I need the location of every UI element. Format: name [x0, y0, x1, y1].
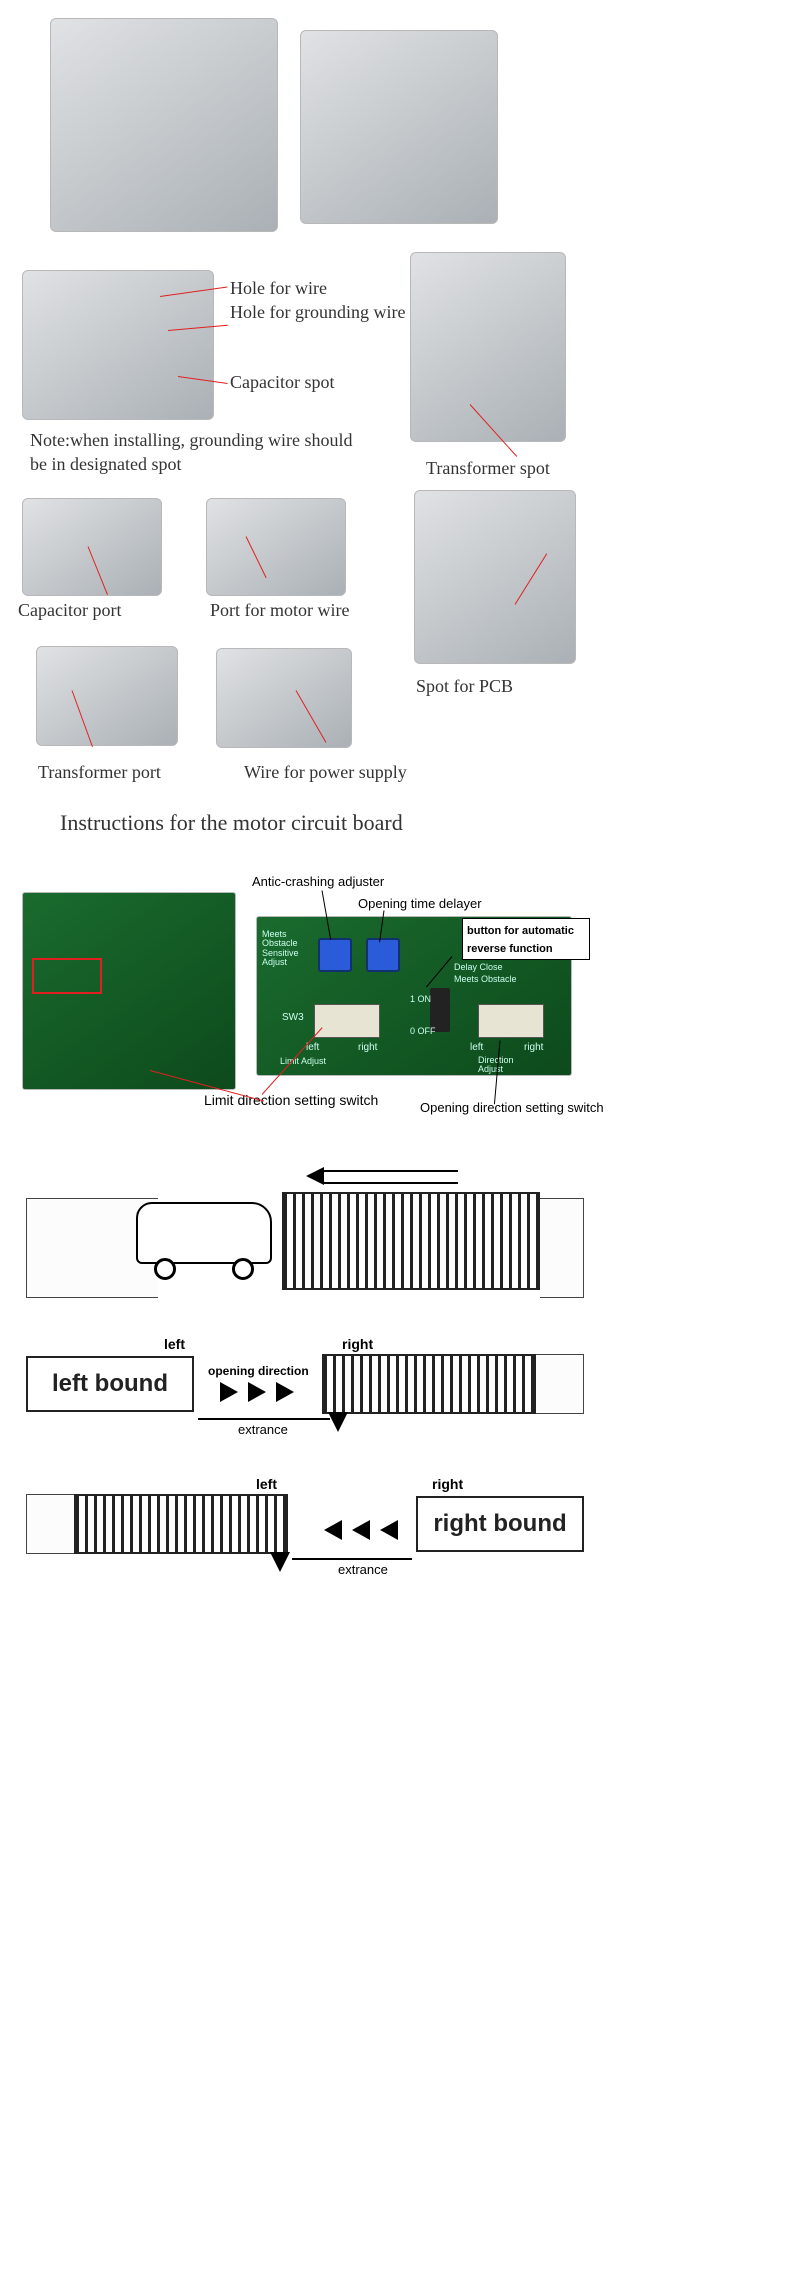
label-left: left [164, 1336, 185, 1352]
label-hole-for-grounding-wire: Hole for grounding wire [230, 302, 405, 324]
car-silhouette [136, 1202, 272, 1264]
switch-sw1 [478, 1004, 544, 1038]
arrow-left-3 [380, 1520, 398, 1540]
label-transformer-spot: Transformer spot [426, 458, 550, 479]
motor-line-drawing [50, 18, 278, 232]
arrow-right-2 [248, 1382, 266, 1402]
label-hole-for-wire: Hole for wire [230, 278, 327, 299]
label-transformer-port: Transformer port [38, 762, 161, 783]
wall-right-mid [536, 1354, 584, 1414]
right-bound-box: right bound [416, 1496, 584, 1552]
gate-panel-bot [74, 1494, 288, 1554]
heading-instructions: Instructions for the motor circuit board [60, 810, 403, 836]
silk-on: 1 ON [410, 994, 431, 1004]
left-bound-box: left bound [26, 1356, 194, 1412]
capacitor-port-photo [22, 498, 162, 596]
label-opening-time-delayer: Opening time delayer [358, 896, 482, 911]
motor-wire-port-photo [206, 498, 346, 596]
install-note: Note:when installing, grounding wire sho… [30, 428, 370, 477]
entrance-line-bot [292, 1558, 412, 1560]
silk-left-2: left [470, 1042, 483, 1053]
arrow-left-1 [324, 1520, 342, 1540]
motor-photo [300, 30, 498, 224]
switch-sw3 [314, 1004, 380, 1038]
car-wheel-2 [232, 1258, 254, 1280]
label-extrance-bot: extrance [338, 1562, 388, 1577]
label-line1: Hole for grounding wire [230, 302, 405, 322]
pot-1 [318, 938, 352, 972]
label-opening-direction: opening direction [208, 1364, 309, 1378]
label-antic-crashing-adjuster: Antic-crashing adjuster [252, 874, 384, 889]
silk-right-2: right [524, 1042, 543, 1053]
label-capacitor-port: Capacitor port [18, 600, 121, 621]
label-capacitor-spot: Capacitor spot [230, 372, 334, 393]
label-extrance-mid: extrance [238, 1422, 288, 1437]
wall-right [540, 1198, 584, 1298]
arrow-right-1 [220, 1382, 238, 1402]
motor-marker-mid [328, 1412, 348, 1432]
label-auto-reverse-button: button for automatic reverse function [467, 925, 574, 955]
arrow-left-2 [352, 1520, 370, 1540]
label-opening-direction-switch: Opening direction setting switch [420, 1100, 604, 1115]
car-wheel-1 [154, 1258, 176, 1280]
label-wire-for-power-supply: Wire for power supply [244, 762, 407, 783]
label-right: right [342, 1336, 373, 1352]
return-arrow-shaft [318, 1170, 458, 1184]
label-port-for-motor-wire: Port for motor wire [210, 600, 349, 621]
gate-diagram-left-bound: left right left bound opening direction … [26, 1340, 584, 1450]
silk-off: 0 OFF [410, 1026, 436, 1036]
spot-for-pcb-photo [414, 490, 576, 664]
silk-delay-close: Delay Close [454, 962, 503, 972]
silk-meets-obstacle-adjust: Meets Obstacle Sensitive Adjust [262, 930, 316, 968]
entrance-line-mid [198, 1418, 330, 1420]
silk-direction-adjust: Direction Adjust [478, 1056, 538, 1075]
silk-sw3: SW3 [282, 1012, 304, 1023]
silk-right-1: right [358, 1042, 377, 1053]
gate-diagram-top-frame [26, 1168, 584, 1306]
wall-left-bot [26, 1494, 74, 1554]
return-arrow-head [306, 1167, 324, 1185]
gate-diagram-right-bound: left right right bound extrance [26, 1480, 584, 1590]
pot-2 [366, 938, 400, 972]
label-right-bot: right [432, 1476, 463, 1492]
transformer-port-photo [36, 646, 178, 746]
pcb-highlight-box [32, 958, 102, 994]
motor-transformer-photo [410, 252, 566, 442]
silk-meets-obstacles: Meets Obstacle [454, 974, 517, 984]
arrow-right-3 [276, 1382, 294, 1402]
label-spot-for-pcb: Spot for PCB [416, 676, 513, 697]
label-limit-direction-switch: Limit direction setting switch [204, 1092, 378, 1108]
label-left-bot: left [256, 1476, 277, 1492]
gate-panel-mid [322, 1354, 536, 1414]
auto-reverse-label-box: button for automatic reverse function [462, 918, 590, 960]
power-supply-wire-photo [216, 648, 352, 748]
motor-marker-bot [270, 1552, 290, 1572]
gate-panel [282, 1192, 540, 1290]
